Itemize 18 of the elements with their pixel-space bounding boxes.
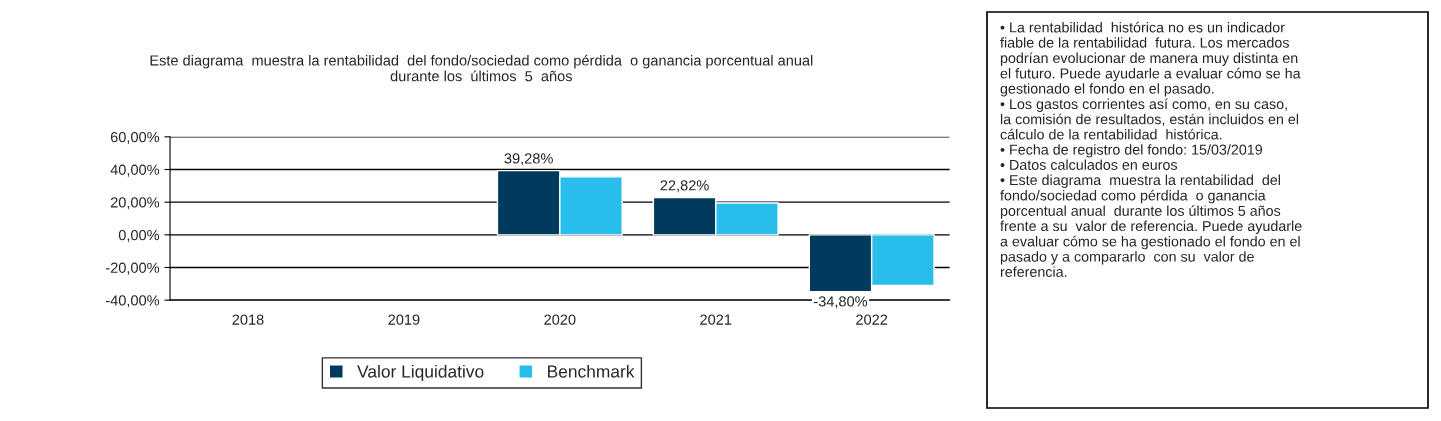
y-tick-label: 0,00% — [118, 229, 160, 242]
data-label: 39,28% — [504, 153, 553, 166]
data-label: 22,82% — [660, 180, 709, 193]
x-tick-label: 2020 — [544, 314, 576, 325]
y-tick-label: -40,00% — [105, 295, 160, 308]
x-tick-label: 2022 — [856, 314, 888, 325]
x-tick-label: 2021 — [700, 314, 732, 325]
data-label: -34,80% — [813, 296, 868, 309]
y-tick-label: 60,00% — [110, 131, 160, 144]
y-tick-label: 20,00% — [110, 197, 160, 210]
text: • La rentabilidad histórica no es un indicador fiable de la rentabilidad futura. Los mercados podrían evolucionar de manera muy distinta en el futuro. Puede ayudarle a evaluar cómo se ha gestionado el fondo en el pasado. • Los gastos corrientes así como, en su caso, la comisión de resultados, están incluidos en el cálculo de la rentabilidad histórica. • Fecha de registro del fondo: 15/03/2019 • Datos calculados en euros • Este diagrama muestra la rentabilidad del fondo/sociedad como pérdida o ganancia porcentual anual durante los últimos 5 años frente a su valor de referencia. Puede ayudarle a evaluar cómo se ha gestionado el fondo en el pasado y a compararlo con su valor de referencia. — [1000, 21, 1302, 277]
x-tick-label: 2019 — [388, 314, 420, 325]
y-tick-label: -20,00% — [105, 262, 160, 275]
chart-title: Este diagrama muestra la rentabilidad del fondo/sociedad como pérdida o ganancia porcentual anual durante los últimos 5 años — [150, 54, 813, 82]
y-tick-label: 40,00% — [110, 164, 160, 177]
legend-label: Valor Liquidativo — [357, 364, 484, 382]
x-tick-label: 2018 — [232, 314, 264, 325]
legend-label: Benchmark — [548, 364, 635, 378]
